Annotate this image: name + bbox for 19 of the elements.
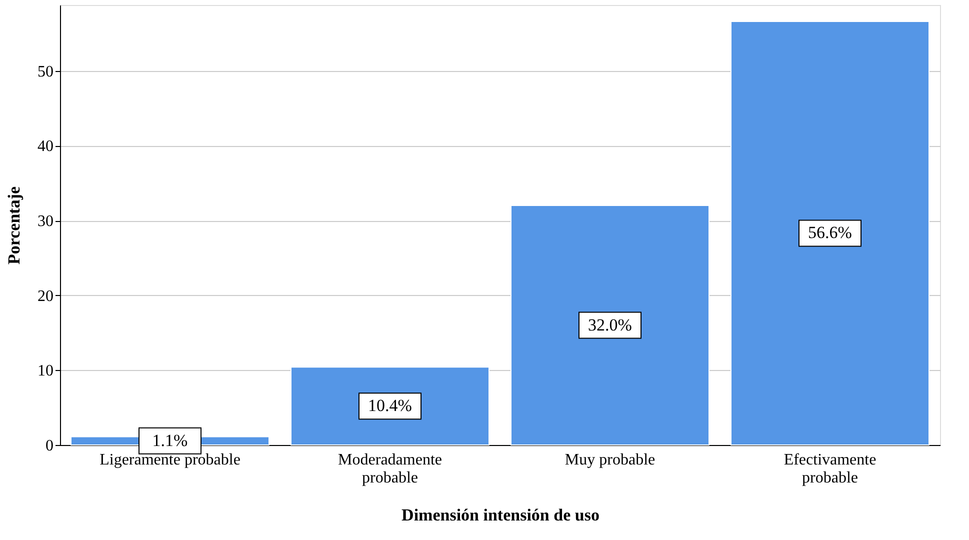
y-tick-label: 50 — [38, 63, 54, 80]
x-tick-label: Muy probable — [564, 452, 656, 468]
y-axis-title: Porcentaje — [4, 186, 24, 265]
x-tick-label: Moderadamente probable — [338, 452, 442, 486]
bar — [730, 20, 930, 446]
data-label: 56.6% — [808, 223, 852, 242]
y-tick-label: 0 — [46, 438, 54, 454]
y-tick-label: 20 — [38, 288, 54, 305]
data-label: 1.1% — [152, 430, 188, 450]
data-label: 32.0% — [588, 315, 632, 334]
x-axis-title: Dimensión intensión de uso — [402, 506, 600, 524]
y-tick-label: 30 — [38, 213, 54, 230]
bar — [290, 366, 490, 446]
y-tick-label: 10 — [38, 362, 54, 380]
y-tick-label: 40 — [38, 138, 54, 156]
bar — [510, 205, 710, 446]
x-tick-label: Efectivamente probable — [784, 452, 876, 486]
data-label: 10.4% — [368, 396, 412, 416]
x-tick-label: Ligeramente probable — [100, 452, 240, 468]
